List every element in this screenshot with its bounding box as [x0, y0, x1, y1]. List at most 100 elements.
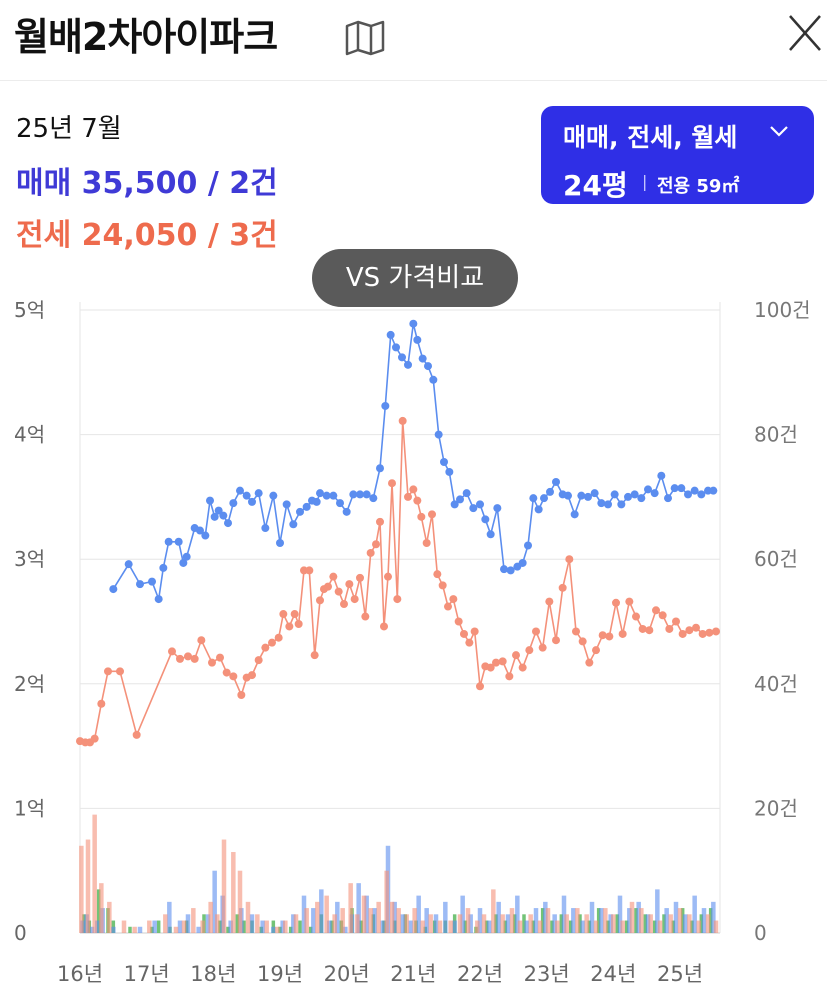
volume-bar: [335, 901, 340, 933]
price-point: [154, 595, 163, 604]
volume-bar: [304, 908, 309, 933]
volume-bar: [713, 920, 719, 933]
volume-bar: [355, 914, 360, 933]
volume-bar: [517, 920, 523, 933]
y-tick-label-left: 5억: [14, 298, 45, 322]
price-point: [380, 622, 388, 631]
volume-bar: [324, 895, 329, 933]
price-point: [518, 558, 527, 567]
volume-bar: [568, 920, 573, 933]
sale-summary: 매매 35,500 / 2건: [16, 166, 278, 201]
volume-bar: [448, 920, 453, 933]
price-point: [498, 657, 507, 666]
price-point: [592, 646, 600, 655]
filter-exclusive-area: 전용 59㎡: [657, 176, 740, 197]
volume-bar: [288, 926, 293, 933]
volume-bar: [372, 908, 377, 933]
volume-bar: [380, 920, 385, 933]
vs-compare-button[interactable]: VS 가격비교: [312, 249, 518, 307]
volume-bar: [634, 908, 638, 933]
price-point: [404, 492, 412, 501]
volume-bar: [648, 914, 653, 933]
price-point: [449, 595, 458, 604]
trade-type-filter-button[interactable]: 매매, 전세, 월세 24평 | 전용 59㎡: [541, 106, 814, 204]
price-point: [469, 504, 478, 513]
volume-bar: [531, 920, 536, 933]
x-tick-label: 17년: [124, 962, 170, 986]
price-point: [598, 631, 607, 640]
price-point: [164, 537, 173, 546]
price-point: [685, 626, 694, 635]
volume-bar: [484, 920, 489, 933]
volume-bar: [662, 914, 666, 933]
volume-bar: [593, 920, 599, 933]
volume-bar: [671, 920, 676, 933]
volume-bar: [617, 895, 623, 933]
volume-bar: [545, 908, 551, 933]
price-point: [97, 699, 106, 708]
volume-bar: [308, 926, 313, 933]
price-point: [279, 610, 288, 619]
volume-bar: [191, 908, 196, 933]
price-point: [334, 587, 343, 596]
price-point: [254, 656, 263, 665]
price-point: [222, 668, 231, 677]
volume-bar: [408, 920, 413, 933]
volume-bar: [99, 883, 104, 933]
volume-bar: [181, 920, 187, 933]
volume-bar: [231, 852, 236, 933]
price-point: [672, 617, 680, 626]
volume-bar: [271, 926, 276, 933]
price-point: [678, 629, 687, 638]
volume-bar: [384, 870, 389, 933]
volume-bar: [500, 914, 505, 933]
volume-bar: [315, 901, 320, 933]
volume-bar: [552, 914, 557, 933]
price-point: [605, 632, 614, 641]
price-point: [638, 624, 647, 633]
volume-bar: [280, 920, 285, 933]
volume-bar: [361, 895, 367, 933]
volume-bar: [301, 895, 307, 933]
volume-bar: [452, 920, 457, 933]
volume-bar: [121, 920, 127, 933]
price-point: [388, 479, 396, 488]
price-point: [617, 500, 626, 509]
volume-bar: [412, 908, 417, 933]
price-point: [440, 458, 448, 467]
price-point: [329, 491, 338, 500]
volume-bar: [404, 914, 409, 933]
volume-bar: [587, 920, 592, 933]
volume-bar: [291, 914, 296, 933]
price-point: [248, 671, 256, 680]
price-point: [545, 597, 554, 606]
price-point: [342, 507, 351, 516]
price-point: [206, 496, 214, 505]
y-tick-label-right: 40건: [754, 672, 798, 696]
y-tick-label-right: 60건: [754, 547, 798, 571]
price-point: [159, 563, 168, 572]
volume-bar: [173, 926, 179, 933]
volume-bar: [629, 901, 635, 933]
price-point: [697, 490, 706, 499]
price-point: [664, 494, 672, 503]
price-point: [705, 628, 714, 637]
volume-bar: [327, 920, 332, 933]
map-icon[interactable]: [344, 20, 386, 56]
close-icon[interactable]: [786, 10, 824, 54]
y-tick-label-right: 80건: [754, 423, 798, 447]
volume-bar: [420, 920, 425, 933]
price-point: [302, 502, 311, 511]
price-point: [305, 566, 314, 575]
price-point: [197, 636, 206, 645]
price-point: [404, 360, 412, 369]
price-point: [201, 531, 210, 540]
price-point: [684, 490, 692, 499]
price-point: [356, 490, 364, 499]
volume-bar: [235, 914, 240, 933]
price-point: [340, 600, 348, 609]
volume-bar: [376, 901, 381, 933]
price-point: [650, 489, 659, 498]
price-point: [285, 622, 294, 631]
volume-bar: [692, 895, 697, 933]
